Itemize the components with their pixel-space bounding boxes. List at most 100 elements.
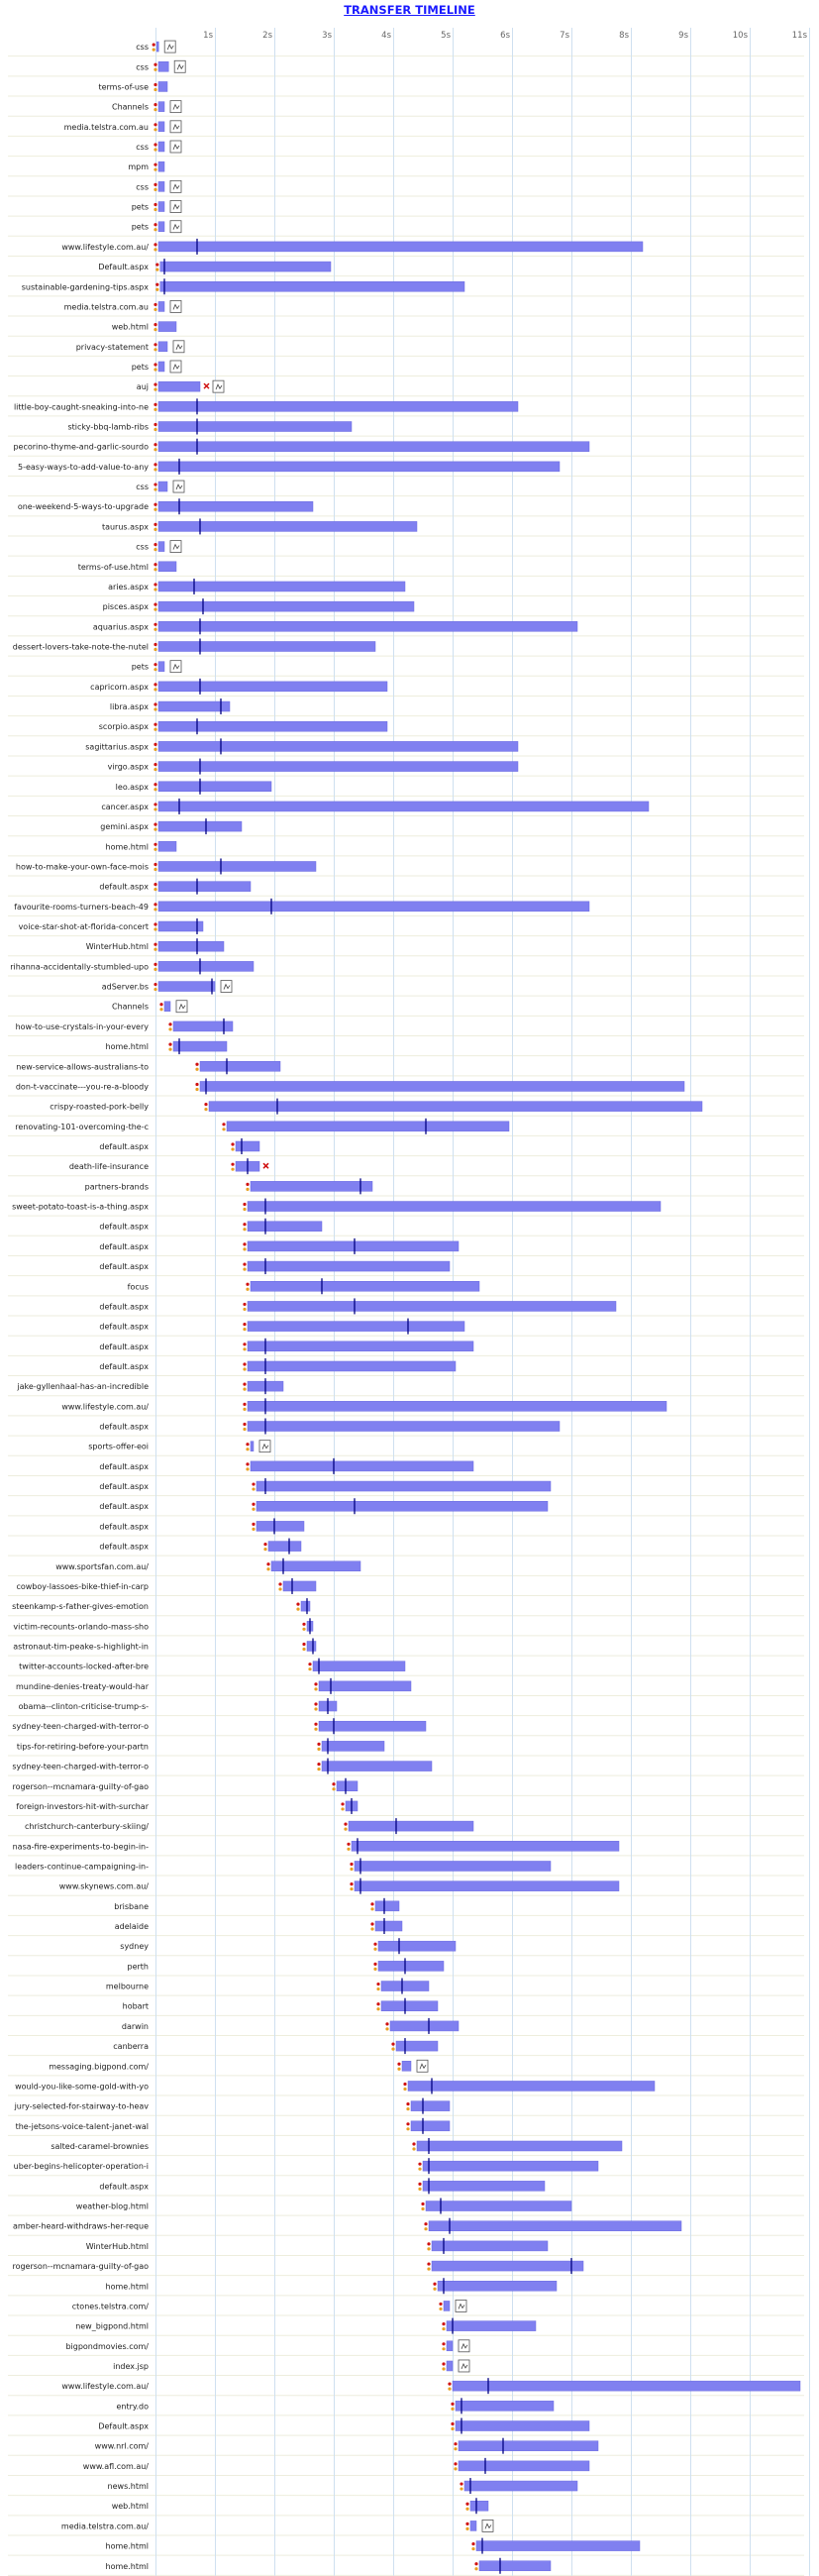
request-label: home.html (106, 842, 149, 851)
status-marker (451, 2426, 455, 2431)
status-marker (154, 942, 157, 946)
status-marker (344, 1827, 348, 1831)
status-marker (243, 1223, 247, 1227)
status-marker (266, 1562, 270, 1566)
request-label: uber-begins-helicopter-operation-i (14, 2162, 149, 2171)
status-marker (154, 82, 157, 87)
status-marker (154, 162, 157, 166)
status-marker (391, 2047, 395, 2051)
transfer-bar (157, 901, 590, 912)
status-marker (246, 1182, 250, 1186)
status-marker (152, 43, 155, 47)
status-marker (350, 1862, 354, 1867)
status-marker (243, 1422, 247, 1427)
status-marker (427, 2242, 431, 2246)
request-label: perth (128, 1962, 150, 1971)
status-marker (460, 2482, 463, 2486)
status-marker (243, 1427, 247, 1432)
transfer-bar (389, 2020, 460, 2032)
request-label: privacy-statement (76, 343, 149, 352)
status-marker (204, 1103, 208, 1107)
status-marker (154, 842, 157, 846)
status-marker (427, 2247, 431, 2251)
page-icon (169, 140, 182, 154)
status-marker (222, 1127, 226, 1131)
glyph-icon (175, 483, 183, 490)
transfer-bar (157, 641, 376, 652)
status-marker (454, 2447, 458, 2451)
transfer-bar (267, 1541, 302, 1552)
status-marker (418, 2182, 422, 2186)
status-marker (154, 187, 157, 191)
request-label: auj (137, 382, 149, 391)
status-marker (376, 1986, 380, 1991)
status-marker (154, 468, 157, 472)
transfer-bar (157, 500, 314, 512)
status-marker (427, 2267, 431, 2271)
page-title[interactable]: TRANSFER TIMELINE (344, 3, 475, 17)
transfer-bar (157, 61, 169, 72)
status-marker (474, 2567, 478, 2571)
resource-type-icon (416, 2059, 429, 2073)
status-marker (243, 1347, 247, 1351)
status-marker (397, 2062, 401, 2066)
page-icon (169, 220, 182, 234)
status-marker (246, 1448, 250, 1451)
status-marker (154, 807, 157, 811)
request-label: taurus.aspx (102, 522, 149, 531)
request-label: css (136, 62, 149, 71)
request-label: index.jsp (113, 2362, 149, 2371)
request-label: css (136, 43, 149, 52)
glyph-icon (172, 223, 180, 230)
request-label: new_bigpond.html (75, 2322, 149, 2331)
request-label: Channels (112, 103, 149, 112)
resource-type-icon (173, 59, 186, 73)
request-label: darwin (122, 2022, 149, 2031)
request-label: default.aspx (99, 1342, 149, 1351)
x-tick-label: 4s (381, 31, 391, 41)
status-marker (406, 2127, 410, 2131)
transfer-bar (410, 2100, 451, 2111)
status-marker (154, 243, 157, 247)
transfer-bar (425, 2200, 572, 2211)
request-label: nasa-fire-experiments-to-begin-in- (13, 1842, 150, 1851)
glyph-icon (172, 203, 180, 210)
status-marker (243, 1362, 247, 1366)
request-label: adelaide (115, 1922, 149, 1931)
request-label: twitter-accounts-locked-after-bre (19, 1663, 149, 1671)
transfer-bar (157, 940, 225, 952)
status-marker (471, 2546, 475, 2551)
status-marker (406, 2122, 410, 2126)
status-marker (154, 228, 157, 232)
status-marker (154, 568, 157, 572)
request-label: leo.aspx (116, 783, 150, 792)
status-marker (154, 487, 157, 491)
status-marker (154, 783, 157, 787)
request-label: pets (132, 203, 149, 212)
status-marker (243, 1207, 247, 1212)
status-marker (154, 707, 157, 711)
status-marker (195, 1087, 199, 1092)
status-marker (474, 2562, 478, 2566)
page-icon (458, 2359, 470, 2373)
transfer-bar (226, 1121, 510, 1132)
transfer-bar (157, 881, 252, 892)
status-marker (154, 382, 157, 386)
status-marker (252, 1502, 256, 1506)
status-marker (317, 1767, 321, 1771)
transfer-bar (157, 161, 165, 172)
resource-type-icon (169, 360, 182, 374)
status-marker (243, 1342, 247, 1346)
status-marker (278, 1582, 282, 1586)
status-marker (243, 1262, 247, 1266)
status-marker (317, 1762, 321, 1767)
x-tick-label: 2s (262, 31, 272, 41)
status-marker (159, 1008, 163, 1012)
status-marker (424, 2227, 428, 2231)
transfer-bar (318, 1680, 412, 1692)
status-marker (448, 2387, 452, 2391)
page-icon (175, 1000, 188, 1014)
transfer-bar (157, 600, 415, 612)
status-marker (418, 2167, 422, 2171)
request-label: brisbane (114, 1902, 149, 1911)
